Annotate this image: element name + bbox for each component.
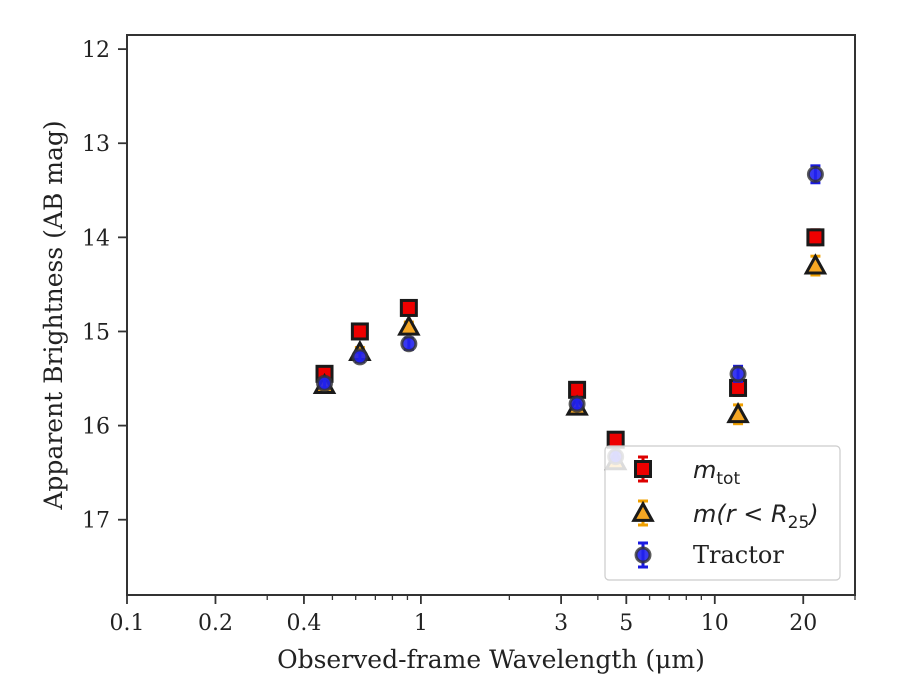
y-tick-label: 13 [82,132,110,157]
y-axis-title: Apparent Brightness (AB mag) [39,120,68,510]
data-point-square [606,430,625,449]
x-tick-label: 5 [619,611,633,636]
legend-marker-circle [634,546,652,564]
x-axis-title: Observed-frame Wavelength (μm) [277,645,705,674]
data-point-circle [568,395,586,413]
x-tick-label: 10 [701,611,729,636]
data-point-triangle [397,314,421,336]
legend-item-3: Tractor [634,541,784,569]
y-tick-label: 16 [82,415,110,440]
plot-area [312,164,828,471]
y-tick-label: 12 [82,38,110,63]
data-point-circle [316,374,334,392]
data-point-circle [400,335,418,353]
legend-label: m(r < R25) [693,500,819,533]
legend-item-1: mtot [634,455,740,489]
y-tick-label: 15 [82,320,110,345]
data-point-circle [351,348,369,366]
x-axis: 0.1 0.2 0.4 1 3 5 10 20 [110,595,856,636]
x-tick-label: 20 [789,611,817,636]
x-tick-label: 3 [554,611,568,636]
data-point-square [806,228,825,247]
legend-marker-triangle [631,500,655,522]
plot-frame [126,34,856,596]
data-point-triangle [803,253,828,275]
y-axis: 12 13 14 15 16 17 [82,38,127,534]
x-tick-label: 0.2 [198,611,233,636]
data-point-circle [729,365,747,383]
legend: mtot m(r < R25) Tractor [604,445,841,581]
x-tick-label: 0.1 [110,611,145,636]
data-point-triangle [726,402,750,424]
data-point-circle [806,165,824,183]
data-point-square [350,322,369,341]
series-1 [315,228,825,449]
y-tick-label: 14 [82,226,110,251]
series-2 [312,253,828,471]
y-tick-label: 17 [82,509,110,534]
data-point-square [399,298,418,317]
legend-label: mtot [693,456,740,489]
legend-label: Tractor [693,541,784,569]
x-tick-label: 0.4 [286,611,321,636]
legend-box [604,445,841,581]
legend-item-2: m(r < R25) [631,499,819,533]
x-tick-label: 1 [414,611,428,636]
legend-marker-square [634,460,652,478]
